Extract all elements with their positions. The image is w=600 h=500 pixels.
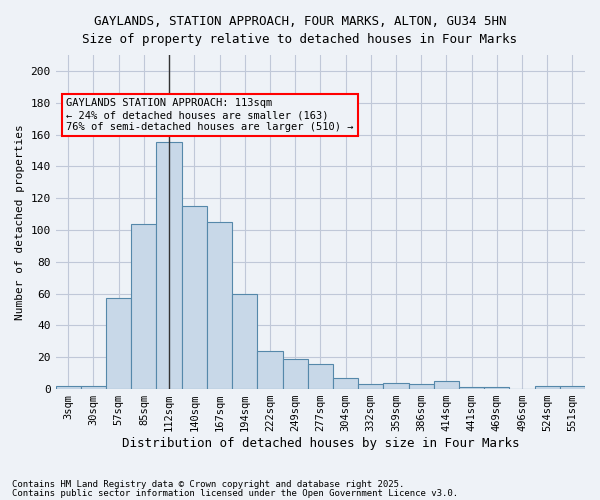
Text: Contains HM Land Registry data © Crown copyright and database right 2025.: Contains HM Land Registry data © Crown c… bbox=[12, 480, 404, 489]
Bar bbox=[459, 388, 484, 389]
Bar bbox=[484, 388, 509, 389]
Text: Size of property relative to detached houses in Four Marks: Size of property relative to detached ho… bbox=[83, 32, 517, 46]
Bar bbox=[257, 351, 283, 389]
Y-axis label: Number of detached properties: Number of detached properties bbox=[15, 124, 25, 320]
Bar bbox=[535, 386, 560, 389]
Bar bbox=[434, 381, 459, 389]
Bar bbox=[106, 298, 131, 389]
Text: GAYLANDS STATION APPROACH: 113sqm
← 24% of detached houses are smaller (163)
76%: GAYLANDS STATION APPROACH: 113sqm ← 24% … bbox=[66, 98, 354, 132]
Text: GAYLANDS, STATION APPROACH, FOUR MARKS, ALTON, GU34 5HN: GAYLANDS, STATION APPROACH, FOUR MARKS, … bbox=[94, 15, 506, 28]
Bar bbox=[81, 386, 106, 389]
Bar bbox=[182, 206, 207, 389]
X-axis label: Distribution of detached houses by size in Four Marks: Distribution of detached houses by size … bbox=[122, 437, 519, 450]
Text: Contains public sector information licensed under the Open Government Licence v3: Contains public sector information licen… bbox=[12, 489, 458, 498]
Bar bbox=[157, 142, 182, 389]
Bar bbox=[131, 224, 157, 389]
Bar bbox=[232, 294, 257, 389]
Bar bbox=[207, 222, 232, 389]
Bar bbox=[56, 386, 81, 389]
Bar bbox=[383, 382, 409, 389]
Bar bbox=[283, 359, 308, 389]
Bar bbox=[409, 384, 434, 389]
Bar bbox=[333, 378, 358, 389]
Bar bbox=[358, 384, 383, 389]
Bar bbox=[308, 364, 333, 389]
Bar bbox=[560, 386, 585, 389]
